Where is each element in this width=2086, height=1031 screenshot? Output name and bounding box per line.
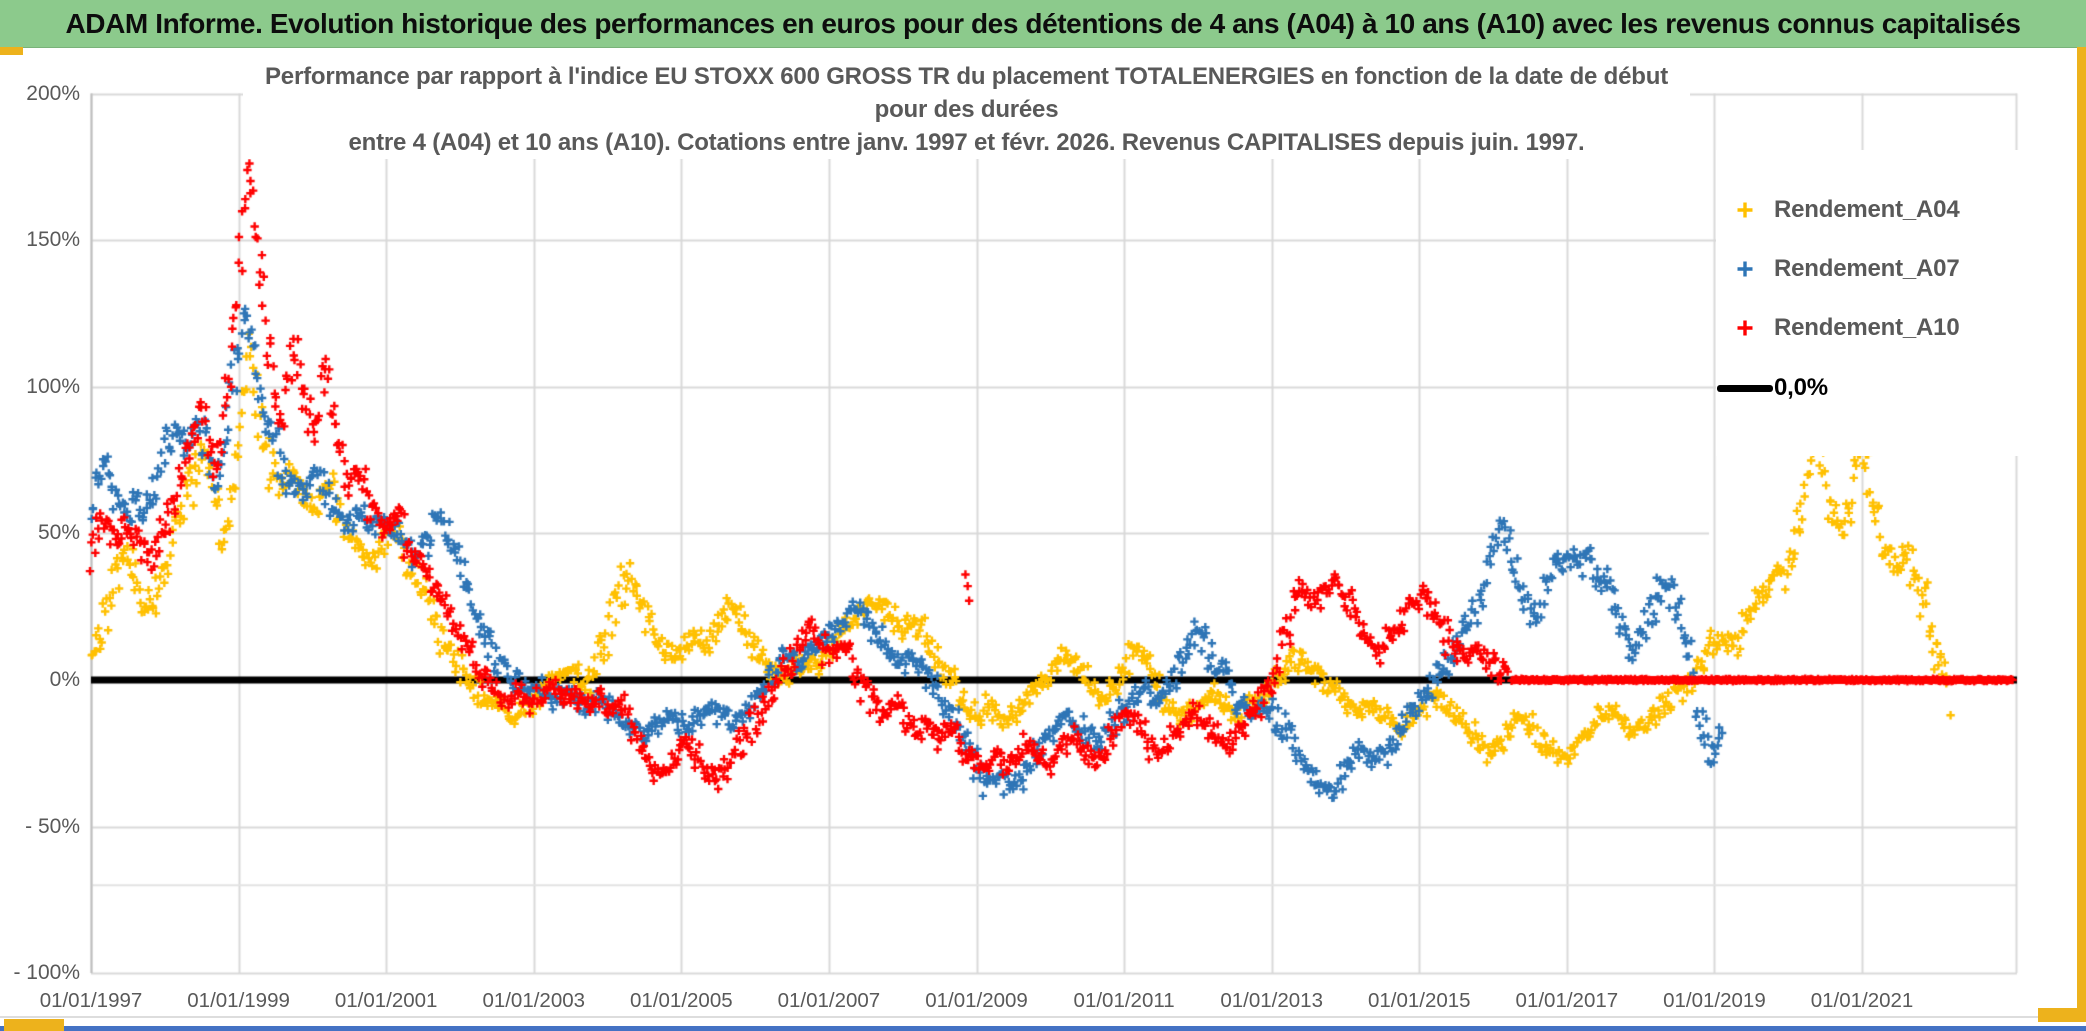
y-axis-tick-label: 50% — [37, 521, 80, 545]
x-axis-tick-label: 01/01/2015 — [1367, 989, 1471, 1012]
zero-line-icon — [1716, 384, 1774, 392]
plus-marker-icon — [1716, 199, 1774, 221]
gold-accent-bottom-left — [4, 1019, 64, 1031]
chart-title: Performance par rapport à l'indice EU ST… — [243, 60, 1690, 159]
legend-item-rendement-a10[interactable]: Rendement_A10 — [1716, 308, 2042, 348]
gold-accent-top-left — [0, 47, 23, 55]
plus-marker-icon — [1716, 258, 1774, 280]
x-axis-tick-label: 01/01/2013 — [1220, 989, 1323, 1012]
y-axis-tick-label: 150% — [26, 228, 80, 252]
legend: Rendement_A04 Rendement_A07 Rendement_A10 0… — [1716, 150, 2042, 456]
legend-label: Rendement_A07 — [1774, 255, 1960, 282]
legend-item-rendement-a07[interactable]: Rendement_A07 — [1716, 249, 2042, 289]
legend-label: Rendement_A04 — [1774, 196, 1960, 223]
legend-item-rendement-a04[interactable]: Rendement_A04 — [1716, 190, 2042, 230]
legend-label: 0,0% — [1774, 374, 1828, 401]
y-axis-tick-label: 100% — [26, 374, 80, 398]
y-axis-tick-label: 200% — [26, 81, 80, 105]
y-axis-tick-label: - 100% — [13, 961, 80, 985]
chart-title-line1: Performance par rapport à l'indice EU ST… — [265, 63, 1668, 123]
x-axis-tick-label: 01/01/2005 — [630, 989, 733, 1012]
gold-accent-bottom-right — [2038, 1008, 2086, 1022]
x-axis-tick-label: 01/01/2021 — [1810, 989, 1914, 1012]
x-axis-tick-label: 01/01/2019 — [1663, 989, 1766, 1012]
x-axis-tick-label: 01/01/2009 — [925, 989, 1028, 1012]
x-axis-tick-label: 01/01/1997 — [39, 989, 143, 1012]
x-axis-tick-label: 01/01/2011 — [1073, 989, 1175, 1012]
bottom-blue-border — [0, 1026, 2086, 1031]
y-axis-tick-label: 0% — [49, 668, 80, 691]
legend-item-0-0-[interactable]: 0,0% — [1716, 368, 2042, 408]
plus-marker-icon — [1716, 317, 1774, 339]
chart-title-line2: entre 4 (A04) et 10 ans (A10). Cotations… — [348, 129, 1585, 156]
x-axis-tick-label: 01/01/2001 — [334, 989, 438, 1012]
footer-divider-line — [0, 1016, 2038, 1018]
y-axis-tick-label: - 50% — [25, 814, 80, 838]
x-axis-tick-label: 01/01/2007 — [777, 989, 881, 1012]
x-axis-tick-label: 01/01/2003 — [482, 989, 586, 1012]
gold-accent-right-border — [2077, 47, 2086, 1022]
x-axis-tick-label: 01/01/2017 — [1515, 989, 1619, 1012]
legend-label: Rendement_A10 — [1774, 314, 1960, 341]
x-axis-tick-label: 01/01/1999 — [187, 989, 290, 1012]
